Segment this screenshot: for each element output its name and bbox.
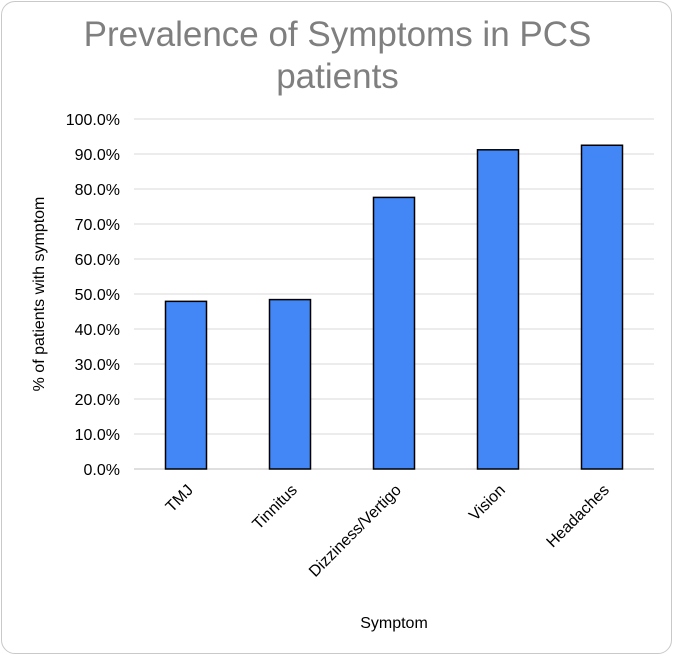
x-tick-label: Tinnitus — [250, 482, 301, 533]
y-tick-label: 60.0% — [75, 252, 120, 269]
y-tick-label: 30.0% — [75, 357, 120, 374]
chart-title-line-2: patients — [276, 57, 399, 96]
x-tick-labels: TMJ Tinnitus Dizziness/Vertigo Vision Headac… — [163, 482, 613, 581]
y-tick-label: 20.0% — [75, 392, 120, 409]
x-tick-label: TMJ — [163, 482, 197, 516]
bar-dizziness-vertigo — [372, 196, 416, 470]
chart-title-line-1: Prevalence of Symptoms in PCS — [83, 15, 592, 54]
bar-tmj — [164, 300, 208, 470]
bar-headaches — [580, 144, 624, 470]
x-tick-label: Vision — [466, 482, 509, 525]
y-tick-label: 0.0% — [84, 462, 120, 479]
x-tick-label: Dizziness/Vertigo — [306, 482, 405, 581]
y-tick-label: 40.0% — [75, 322, 120, 339]
bar-vision — [476, 149, 520, 470]
y-tick-label: 100.0% — [66, 112, 120, 129]
y-tick-label: 10.0% — [75, 427, 120, 444]
bar-tinnitus — [268, 298, 312, 470]
chart-title: Prevalence of Symptoms in PCS patients — [0, 14, 675, 98]
x-tick-label: Headaches — [544, 482, 613, 551]
y-tick-label: 50.0% — [75, 287, 120, 304]
x-axis-title: Symptom — [360, 615, 428, 632]
y-axis-title: % of patients with symptom — [31, 197, 48, 392]
bars — [164, 144, 624, 470]
y-tick-label: 80.0% — [75, 182, 120, 199]
y-tick-labels: 0.0% 10.0% 20.0% 30.0% 40.0% 50.0% 60.0% 70.0% 8… — [66, 112, 120, 479]
y-tick-label: 70.0% — [75, 217, 120, 234]
y-tick-label: 90.0% — [75, 147, 120, 164]
